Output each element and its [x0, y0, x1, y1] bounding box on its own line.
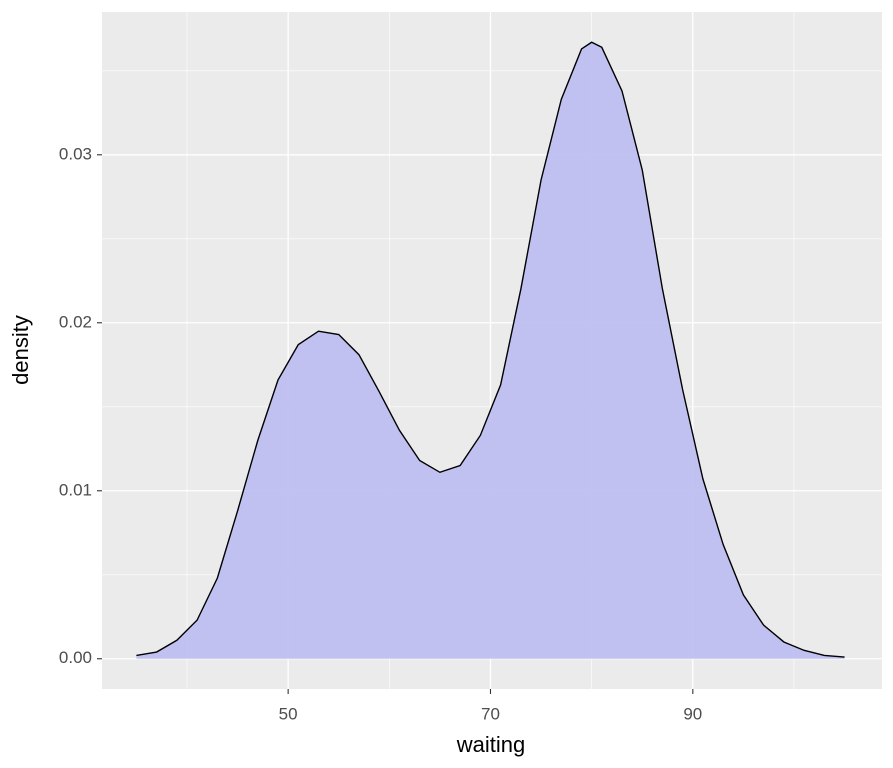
y-tick-label: 0.01: [59, 480, 92, 499]
x-tick-label: 70: [481, 704, 500, 723]
density-area: [136, 42, 845, 659]
x-tick-label: 50: [279, 704, 298, 723]
y-tick-label: 0.03: [59, 144, 92, 163]
y-tick-label: 0.00: [59, 648, 92, 667]
density-line: [136, 41, 845, 658]
x-tick-label: 90: [683, 704, 702, 723]
y-axis-title: density: [8, 315, 33, 385]
y-tick-label: 0.02: [59, 312, 92, 331]
x-axis-title: waiting: [456, 732, 525, 757]
